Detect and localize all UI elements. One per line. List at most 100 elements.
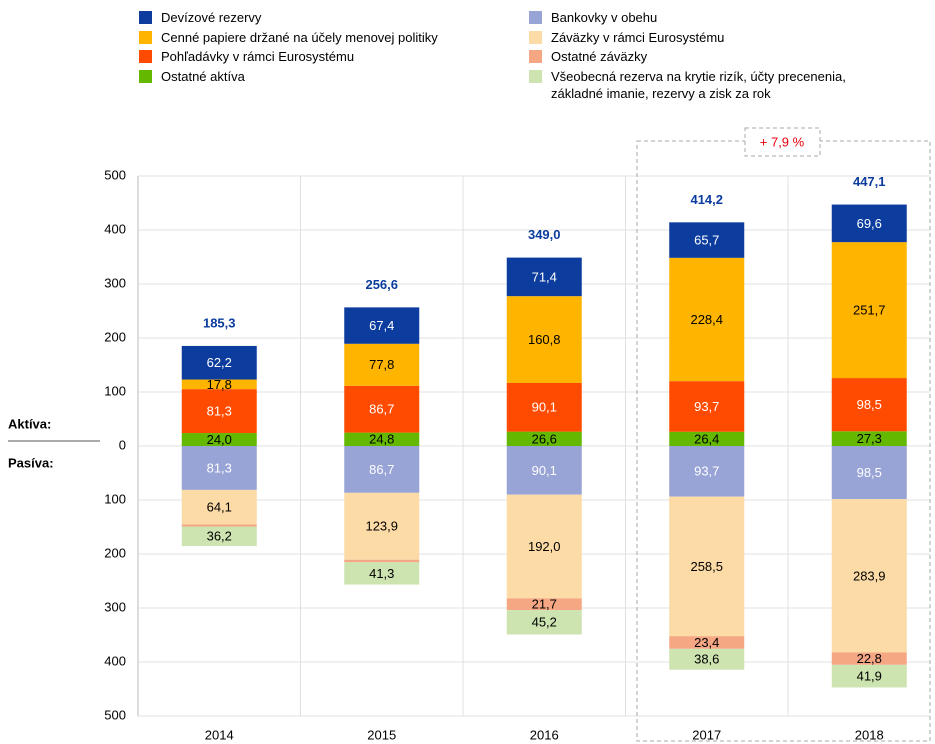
legend-label: Ostatné aktíva [161,68,245,84]
data-label: 69,6 [857,216,882,231]
bar-segment [831,652,907,665]
x-tick-label: 2018 [855,727,884,742]
side-label: Pasíva: [8,455,54,470]
bar-segment [669,222,745,258]
bar-segment [831,499,907,653]
data-label: 228,4 [690,312,723,327]
bar-segment [669,648,745,670]
data-label: 26,6 [532,431,557,446]
bar-segment [181,526,257,547]
legend-swatch [139,11,152,24]
data-label: 36,2 [207,529,232,544]
bar-segment [669,431,745,446]
bar-segment [181,389,257,434]
bar-segment [181,489,257,525]
data-label: 77,8 [369,357,394,372]
bar-segment [669,257,745,382]
bar-segment [506,446,582,495]
bar-segment [344,559,420,563]
bar-segment [669,496,745,637]
data-label: 90,1 [532,463,557,478]
x-tick-label: 2014 [205,727,234,742]
annotation-box [636,140,931,742]
data-label: 24,0 [207,432,232,447]
y-tick-label: 200 [104,545,126,560]
legend-item: Pohľadávky v rámci Eurosystému [139,48,354,65]
bar-segment [831,242,907,379]
bar-segment [506,382,582,432]
data-label: 192,0 [528,539,561,554]
bar-segment [344,492,420,560]
bar-segment [344,432,420,446]
legend-label: Ostatné záväzky [551,49,648,64]
legend: Devízové rezervy Cenné papiere držané na … [0,0,935,140]
data-label: 41,9 [857,669,882,684]
data-label: 65,7 [694,233,719,248]
annotation-bg [744,127,821,157]
data-label: 71,4 [532,269,557,284]
data-label: 258,5 [690,559,723,574]
bar-segment [344,343,420,386]
y-tick-label: 400 [104,221,126,236]
data-label: 67,4 [369,318,394,333]
total-label: 256,6 [365,277,398,292]
y-tick-label: 400 [104,653,126,668]
y-tick-label: 100 [104,491,126,506]
bar-segment [344,562,420,585]
legend-label: Cenné papiere držané na účely menovej po… [161,29,438,45]
data-label: 17,8 [207,377,232,392]
bar-segment [506,296,582,383]
bar-segment [344,385,420,433]
bar-segment [181,446,257,490]
data-label: 22,8 [857,651,882,666]
bar-segment [181,345,257,380]
bar-segment [506,431,582,446]
data-label: 93,7 [694,464,719,479]
legend-swatch [139,69,152,83]
legend-label: Devízové rezervy [161,10,262,25]
bar-segment [506,494,582,599]
total-label: 349,0 [528,227,561,242]
legend-item: Devízové rezervy [139,9,261,26]
data-label: 38,6 [694,652,719,667]
y-tick-label: 300 [104,599,126,614]
legend-item: Bankovky v obehu [529,9,899,26]
x-tick-label: 2016 [530,727,559,742]
data-label: 98,5 [857,465,882,480]
annotation: + 7,9 % [760,134,805,149]
data-label: 90,1 [532,400,557,415]
legend-label: Bankovky v obehu [551,10,658,25]
total-label: 447,1 [853,174,886,189]
x-tick-label: 2015 [367,727,396,742]
bar-segment [831,204,907,243]
bar-segment [831,431,907,446]
legend-swatch [139,50,152,63]
data-label: 86,7 [369,462,394,477]
data-label: 93,7 [694,399,719,414]
legend-swatch [529,50,542,63]
legend-item: Ostatné aktíva [139,68,245,85]
data-label: 23,4 [694,635,719,650]
legend-item: Záväzky v rámci Eurosystému [529,29,899,46]
bar-segment [831,446,907,500]
bar-segment [669,381,745,432]
legend-label: Pohľadávky v rámci Eurosystému [161,49,355,64]
data-label: 24,8 [369,432,394,447]
data-label: 283,9 [853,568,886,583]
total-label: 185,3 [203,315,236,330]
data-label: 26,4 [694,431,719,446]
data-label: 123,9 [365,519,398,534]
bar-segment [506,598,582,611]
legend-swatch [529,69,542,83]
data-label: 160,8 [528,332,561,347]
legend-item: Cenné papiere držané na účely menovej po… [139,29,438,46]
bar-segment [181,379,257,390]
bar-segment [831,664,907,688]
bar-segment [831,378,907,432]
y-tick-label: 0 [119,437,126,452]
legend-label: Záväzky v rámci Eurosystému [551,29,725,45]
legend-swatch [529,30,542,44]
y-tick-label: 500 [104,167,126,182]
data-label: 41,3 [369,566,394,581]
